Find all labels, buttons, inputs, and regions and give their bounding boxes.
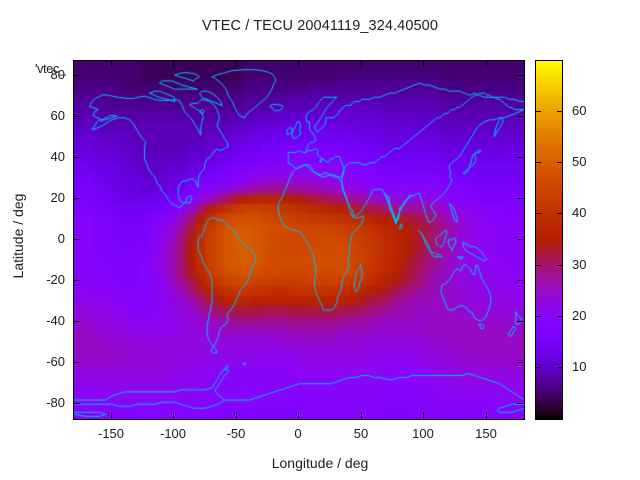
x-tick-mark [298,412,299,418]
colorbar-tick-mark-left [536,213,541,214]
y-tick-mark [74,75,80,76]
x-tick-mark [173,412,174,418]
x-tick-mark-top [173,61,174,67]
colorbar-tick-mark-left [536,111,541,112]
y-tick-mark-right [517,403,523,404]
y-tick-label: 80 [50,67,65,82]
colorbar-tick-label: 20 [572,308,587,323]
colorbar-tick-mark-left [536,316,541,317]
x-tick-label: -50 [226,426,246,441]
y-tick-mark [74,403,80,404]
colorbar [535,60,563,420]
coastline-overlay-canvas [74,61,524,419]
x-axis-title: Longitude / deg [271,455,369,471]
plot-key-label: 'vtec_ [35,61,66,76]
x-tick-mark-top [423,61,424,67]
x-tick-mark-top [361,61,362,67]
y-tick-mark [74,321,80,322]
x-tick-label: 50 [353,426,369,441]
y-tick-mark [74,116,80,117]
x-tick-mark [236,412,237,418]
y-tick-label: 20 [50,190,65,205]
colorbar-tick-label: 30 [572,257,587,272]
colorbar-tick-mark-right [557,162,562,163]
colorbar-tick-mark-left [536,265,541,266]
y-tick-mark-right [517,75,523,76]
y-tick-label: -40 [46,313,65,328]
y-tick-mark [74,239,80,240]
x-tick-mark-top [486,61,487,67]
y-tick-mark-right [517,321,523,322]
y-tick-label: -80 [46,395,65,410]
x-tick-mark [111,412,112,418]
y-tick-mark [74,198,80,199]
x-tick-label: 150 [475,426,497,441]
colorbar-tick-mark-right [557,265,562,266]
x-tick-label: -100 [159,426,187,441]
colorbar-gradient [536,61,562,419]
x-tick-mark [361,412,362,418]
y-tick-mark [74,280,80,281]
colorbar-tick-mark-left [536,162,541,163]
colorbar-tick-mark-left [536,367,541,368]
x-tick-mark [486,412,487,418]
x-tick-label: -150 [97,426,125,441]
y-tick-mark [74,157,80,158]
y-tick-mark-right [517,198,523,199]
colorbar-tick-mark-right [557,316,562,317]
y-tick-label: 60 [50,108,65,123]
x-tick-label: 100 [412,426,434,441]
plot-area [73,60,525,420]
y-tick-mark [74,362,80,363]
x-tick-label: 0 [294,426,302,441]
colorbar-tick-label: 50 [572,154,587,169]
y-tick-mark-right [517,280,523,281]
colorbar-tick-mark-right [557,367,562,368]
y-tick-label: 40 [50,149,65,164]
colorbar-tick-mark-right [557,213,562,214]
y-tick-label: -60 [46,354,65,369]
y-tick-mark-right [517,239,523,240]
x-tick-mark [423,412,424,418]
y-tick-mark-right [517,362,523,363]
colorbar-tick-label: 60 [572,103,587,118]
figure-title: VTEC / TECU 20041119_324.40500 [202,18,438,34]
x-tick-mark-top [298,61,299,67]
colorbar-tick-mark-right [557,111,562,112]
y-tick-label: -20 [46,272,65,287]
colorbar-tick-label: 10 [572,359,587,374]
x-tick-mark-top [111,61,112,67]
colorbar-tick-label: 40 [572,205,587,220]
y-tick-mark-right [517,116,523,117]
x-tick-mark-top [236,61,237,67]
y-tick-mark-right [517,157,523,158]
y-tick-label: 0 [57,231,65,246]
